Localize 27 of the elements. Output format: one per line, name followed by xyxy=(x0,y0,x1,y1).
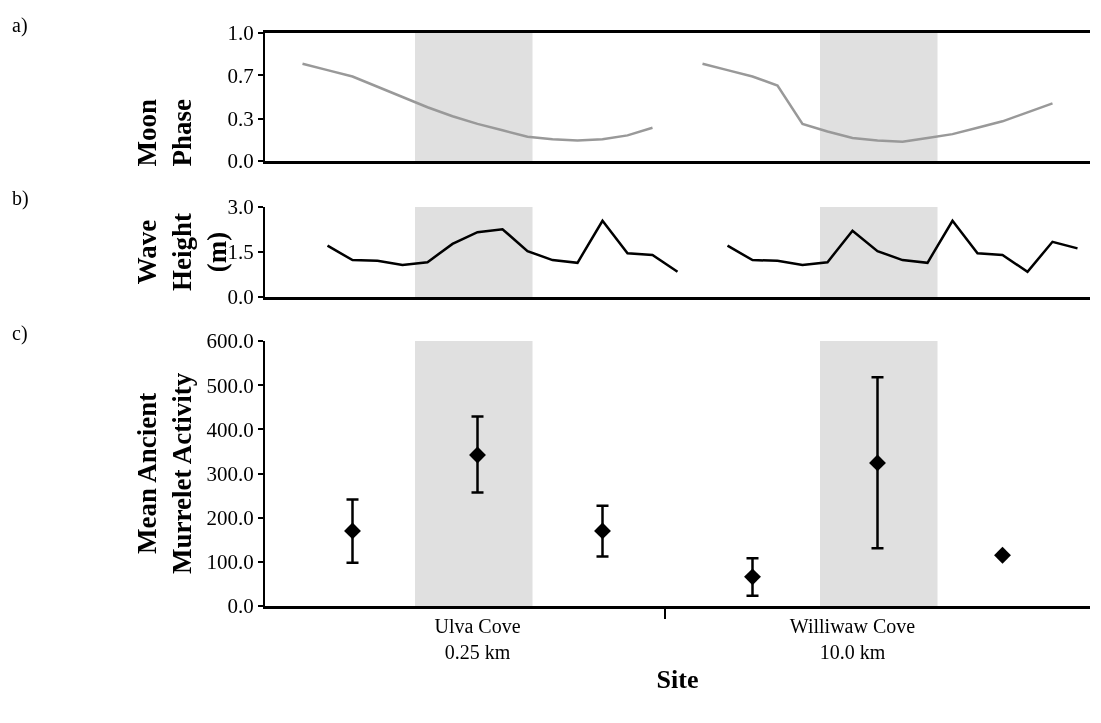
y-tick-label: 200.0 xyxy=(206,506,254,531)
y-tick-label: 3.0 xyxy=(227,195,254,220)
text: b) xyxy=(12,187,29,210)
y-tick-label: 0.0 xyxy=(227,594,254,619)
point xyxy=(594,522,611,540)
point xyxy=(869,454,886,472)
y-tick-label: 0.7 xyxy=(227,63,254,88)
y-tick-label: 300.0 xyxy=(206,461,254,486)
y-tick-label: 400.0 xyxy=(206,417,254,442)
y-axis-title: Moon Phase xyxy=(131,98,197,167)
y-tick-label: 0.0 xyxy=(227,285,254,310)
point xyxy=(744,568,761,586)
text: c) xyxy=(12,322,28,345)
y-tick-label: 500.0 xyxy=(206,373,254,398)
text: a) xyxy=(12,14,28,37)
y-tick-label: 100.0 xyxy=(206,550,254,575)
y-axis-title: Mean Ancient Murrelet Activity xyxy=(132,372,198,574)
point xyxy=(994,546,1011,564)
x-tick-label: Ulva Cove 0.25 km xyxy=(434,615,521,663)
x-tick-label: Williwaw Cove 10.0 km xyxy=(789,615,916,663)
point xyxy=(469,446,486,464)
y-tick-label: 0.3 xyxy=(227,107,254,132)
x-axis-title: Site xyxy=(656,664,699,694)
y-tick-label: 600.0 xyxy=(206,329,254,354)
y-tick-label: 0.0 xyxy=(227,149,254,174)
y-tick-label: 1.0 xyxy=(227,21,254,46)
point xyxy=(344,522,361,540)
